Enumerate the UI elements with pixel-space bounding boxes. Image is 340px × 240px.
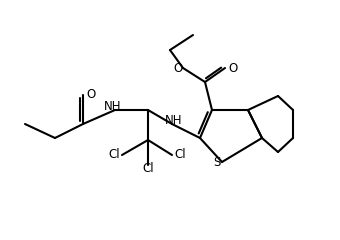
Text: Cl: Cl [142,162,154,175]
Text: Cl: Cl [174,149,186,162]
Text: S: S [213,156,221,168]
Text: O: O [173,61,183,74]
Text: O: O [86,89,96,102]
Text: Cl: Cl [108,149,120,162]
Text: O: O [228,61,238,74]
Text: NH: NH [165,114,183,126]
Text: NH: NH [104,100,122,113]
